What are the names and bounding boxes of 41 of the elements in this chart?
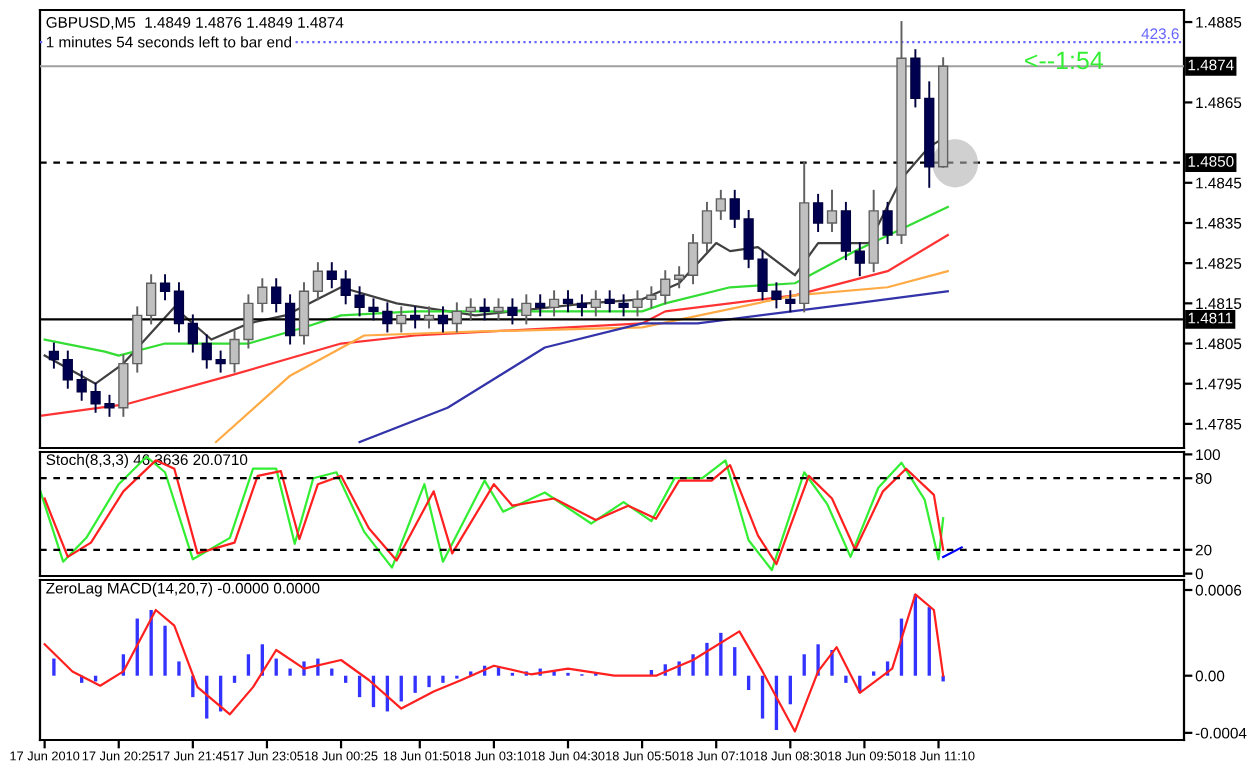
candlestick bbox=[854, 242, 865, 277]
candlestick bbox=[271, 278, 282, 313]
candlestick bbox=[562, 290, 574, 313]
candlestick bbox=[826, 189, 838, 232]
candlestick bbox=[396, 306, 407, 333]
candlestick bbox=[590, 290, 601, 317]
candlestick bbox=[687, 234, 699, 285]
candlestick bbox=[715, 189, 726, 220]
candlestick bbox=[326, 262, 337, 289]
candlestick bbox=[187, 314, 198, 353]
candlestick bbox=[521, 294, 532, 325]
candlestick bbox=[465, 298, 476, 321]
candlestick bbox=[701, 201, 713, 253]
candlestick bbox=[548, 290, 560, 317]
candlestick bbox=[812, 193, 824, 232]
line-series bbox=[358, 290, 949, 444]
candlestick bbox=[146, 274, 157, 325]
line-series bbox=[40, 233, 949, 417]
candlestick bbox=[173, 282, 185, 333]
annotation: <--1:54 bbox=[1025, 51, 1104, 70]
candlestick bbox=[284, 294, 296, 345]
candlestick bbox=[298, 282, 310, 345]
line-series bbox=[43, 593, 945, 733]
candlestick bbox=[507, 298, 518, 325]
candlestick bbox=[48, 342, 60, 369]
line-series bbox=[43, 205, 949, 357]
candlestick bbox=[312, 262, 324, 301]
candlestick bbox=[840, 201, 852, 261]
candlestick bbox=[62, 350, 73, 389]
candlestick bbox=[479, 298, 490, 321]
candlestick bbox=[159, 274, 171, 301]
candlestick bbox=[576, 294, 588, 317]
candlestick bbox=[493, 298, 504, 321]
candlestick bbox=[674, 266, 685, 289]
line-series bbox=[214, 270, 949, 444]
candlestick bbox=[423, 306, 435, 329]
candlestick bbox=[437, 306, 449, 333]
candlestick bbox=[882, 201, 893, 245]
candlestick bbox=[535, 294, 546, 317]
candlestick bbox=[451, 302, 462, 333]
candlestick bbox=[410, 306, 421, 329]
